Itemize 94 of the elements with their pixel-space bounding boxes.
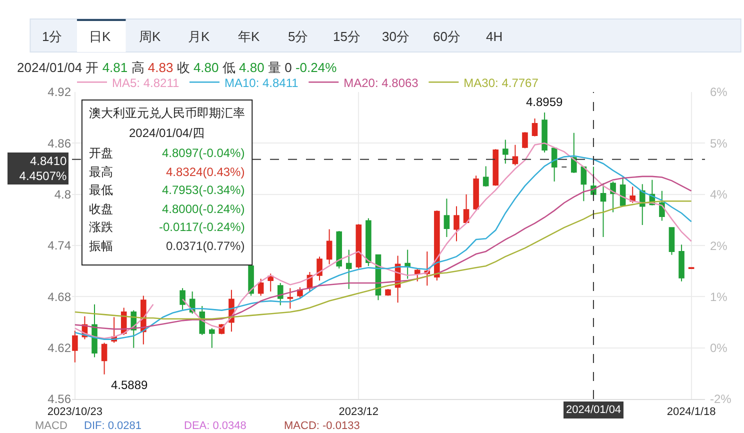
text: MACD [35,420,68,432]
candlestick [502,139,508,164]
annotation: 最高 [89,165,113,179]
ref-line-label: 4.8410 [30,154,67,168]
text: 30分 [382,29,410,44]
text: 2024/01/04 开 4.81 高 4.83 收 4.80 低 4.80 量 0 -0.24% [17,60,337,75]
candlestick [678,244,684,282]
candlestick [366,218,372,266]
candlestick [316,256,322,281]
text: 15分 [333,29,360,44]
y2-tick-label: 5% [710,136,728,151]
candlestick [209,328,215,348]
candlestick [72,330,78,363]
annotation: 4.5889 [111,378,148,392]
candlestick [268,273,274,292]
y2-tick-label: 1% [710,290,728,304]
text: 4H [486,29,503,44]
y-tick-label: 4.92 [48,85,72,100]
annotation: 收盘 [89,202,113,216]
candlestick [600,182,606,238]
y-tick-label: 4.68 [48,290,72,304]
annotation: 涨跌 [89,220,113,234]
annotation: 4.8959 [526,95,564,109]
legend-label: MA20: 4.8063 [344,76,419,90]
candlestick [385,288,391,296]
candlestick [101,342,108,375]
annotation: 振幅 [89,239,113,253]
candlestick [512,144,518,166]
annotation: 2024/01/04/四 [129,126,204,140]
y2-tick-label: 6% [710,85,728,100]
candlestick [473,175,479,212]
candlestick [444,198,450,238]
text: 年K [238,29,260,44]
x-tick-label: 2024/01/04 [566,404,622,416]
y-tick-label: 4.8 [54,188,72,202]
candlestick [532,118,538,137]
candlestick [404,249,410,280]
legend-label: MA10: 4.8411 [224,76,299,90]
y2-tick-label: 4% [710,188,728,202]
candlestick [180,288,186,310]
text: DIF: 0.0281 [84,420,142,432]
text: 月K [188,29,210,44]
candlestick [571,132,577,174]
annotation: 澳大利亚元兑人民币即期汇率 [89,106,245,120]
y2-tick-label: 2% [710,238,728,253]
annotation: 最低 [89,183,113,197]
candlestick [277,282,284,306]
candlestick [346,249,352,290]
candlestick [551,146,558,182]
candlestick [356,224,362,270]
candlestick [522,132,528,149]
line-series [74,200,692,320]
candlestick [580,166,587,202]
annotation: 4.8000(-0.24%) [162,202,245,216]
y-tick-label: 4.56 [48,392,72,406]
x-tick-label: 2023/10/23 [47,406,102,418]
text: 60分 [433,29,460,44]
candlestick [326,228,332,265]
y-tick-label: 4.74 [48,238,72,253]
annotation: 4.8097(-0.04%) [162,146,245,160]
y2-tick-label: -2% [710,392,732,406]
y-tick-label: 4.62 [48,341,72,356]
legend-label: MA30: 4.7767 [464,76,539,90]
candlestick [336,230,342,270]
annotation: -0.0117(-0.24%) [159,220,245,234]
candlestick [542,112,548,154]
annotation: 4.7953(-0.34%) [162,183,245,197]
text: 5分 [288,29,308,44]
annotation: 0.0371(0.77%) [166,239,245,253]
legend-label: MA5: 4.8211 [112,76,180,90]
text: DEA: 0.0348 [184,420,246,432]
text: 日K [89,29,111,44]
y-tick-label: 4.86 [48,136,72,150]
candlestick [258,278,264,296]
candlestick [414,268,420,282]
candlestick [248,264,254,296]
y2-tick-label: 0% [710,341,728,356]
x-tick-label: 2024/1/18 [666,406,716,418]
candlestick [668,227,675,256]
candlestick [610,181,616,213]
candlestick [434,210,440,281]
candlestick [630,186,636,204]
text: MACD: -0.0133 [284,420,360,432]
text: 1分 [42,29,62,44]
candlestick [463,194,470,224]
candlestick [492,148,499,186]
annotation: 4.8324(0.43%) [166,165,245,179]
candlestick [287,288,294,310]
candlestick [482,166,489,188]
x-tick-label: 2023/12 [338,406,379,418]
candlestick [454,206,460,242]
text: 周K [139,29,161,44]
annotation: 开盘 [89,146,113,160]
text: 4.4507% [19,169,67,183]
